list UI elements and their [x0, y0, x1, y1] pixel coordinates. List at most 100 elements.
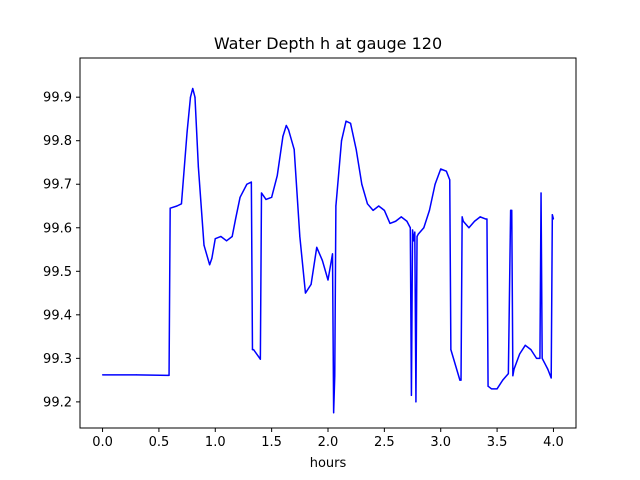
data-point	[203, 244, 205, 246]
data-point	[468, 227, 470, 229]
data-point	[192, 87, 194, 90]
data-point	[487, 385, 489, 387]
chart-title: Water Depth h at gauge 120	[214, 34, 442, 53]
data-point	[507, 372, 509, 375]
data-point	[251, 349, 254, 351]
data-point	[415, 401, 417, 403]
data-point	[336, 192, 338, 194]
x-tick-label: 1.5	[261, 435, 282, 450]
data-point	[434, 183, 436, 185]
data-point	[510, 209, 512, 211]
data-point	[276, 174, 278, 177]
data-point	[541, 357, 543, 359]
data-point	[535, 357, 538, 359]
data-point	[282, 135, 284, 137]
data-point	[169, 207, 171, 209]
data-point	[361, 183, 363, 185]
y-tick-label: 99.2	[43, 395, 72, 410]
data-point	[246, 183, 248, 185]
data-point	[176, 205, 178, 207]
x-tick-label: 3.5	[487, 435, 508, 450]
data-point	[417, 233, 419, 235]
data-point	[366, 203, 369, 205]
data-point	[413, 240, 415, 242]
data-point	[485, 218, 487, 220]
data-point	[461, 216, 463, 218]
x-axis-title: hours	[310, 456, 347, 471]
data-point	[459, 379, 461, 381]
y-tick-label: 99.5	[43, 265, 72, 280]
data-point	[316, 246, 318, 248]
data-point	[287, 129, 290, 131]
data-point	[333, 412, 335, 414]
data-point	[552, 218, 555, 220]
data-point	[304, 292, 307, 294]
data-point	[225, 240, 228, 242]
x-tick-label: 0.5	[149, 435, 170, 450]
data-point	[502, 379, 504, 381]
data-point	[511, 209, 513, 211]
data-point	[496, 388, 498, 390]
data-point	[400, 216, 402, 218]
x-tick-label: 0.0	[92, 435, 113, 450]
data-point	[524, 344, 526, 346]
data-point	[265, 198, 267, 201]
data-point	[551, 214, 553, 216]
data-point	[540, 192, 542, 194]
data-point	[440, 168, 442, 170]
data-point	[168, 374, 170, 376]
data-point	[479, 216, 481, 218]
data-point	[473, 220, 476, 222]
data-point	[310, 283, 312, 285]
x-tick-label: 1.0	[205, 435, 226, 450]
data-point	[512, 375, 514, 377]
data-point	[321, 259, 323, 262]
plot-frame	[79, 57, 577, 429]
data-point	[340, 140, 343, 142]
data-point	[550, 377, 552, 379]
data-point	[406, 220, 408, 222]
data-point	[411, 229, 414, 231]
data-point	[389, 222, 391, 225]
data-point	[513, 368, 515, 370]
x-tick-label: 2.0	[318, 435, 339, 450]
data-point	[167, 374, 169, 376]
data-point	[194, 96, 196, 98]
data-point	[135, 374, 137, 376]
x-axis: 0.0 0.5 1.0 1.5 2.0 2.5 3.0 3.5 4.0	[92, 428, 564, 450]
series-points	[101, 87, 555, 414]
y-tick-label: 99.8	[43, 134, 72, 149]
data-point	[271, 196, 273, 198]
data-point	[285, 124, 287, 127]
y-tick-label: 99.7	[43, 178, 72, 193]
data-point	[355, 148, 357, 151]
data-point	[345, 120, 347, 122]
data-point	[220, 235, 222, 238]
data-point	[335, 205, 337, 207]
data-point	[299, 235, 301, 238]
data-point	[490, 388, 493, 390]
data-point	[462, 220, 464, 222]
y-axis: 99.2 99.3 99.4 99.5 99.6 99.7 99.8 99.9	[43, 91, 80, 410]
data-point	[486, 218, 488, 220]
data-point	[209, 264, 211, 266]
data-point	[334, 375, 336, 377]
data-point	[449, 179, 451, 181]
data-point	[214, 238, 216, 240]
data-point	[383, 209, 385, 211]
data-point	[530, 349, 532, 351]
x-tick-label: 2.5	[374, 435, 395, 450]
data-point	[327, 279, 329, 281]
data-point	[378, 205, 380, 207]
y-tick-label: 99.4	[43, 308, 72, 323]
data-point	[410, 394, 413, 396]
data-point	[423, 227, 425, 229]
data-point	[259, 358, 261, 360]
data-point	[409, 227, 411, 229]
data-point	[372, 209, 374, 211]
data-point	[293, 148, 295, 151]
y-tick-label: 99.9	[43, 91, 72, 106]
data-point	[186, 131, 188, 133]
data-point	[197, 166, 199, 168]
data-point	[180, 203, 183, 205]
